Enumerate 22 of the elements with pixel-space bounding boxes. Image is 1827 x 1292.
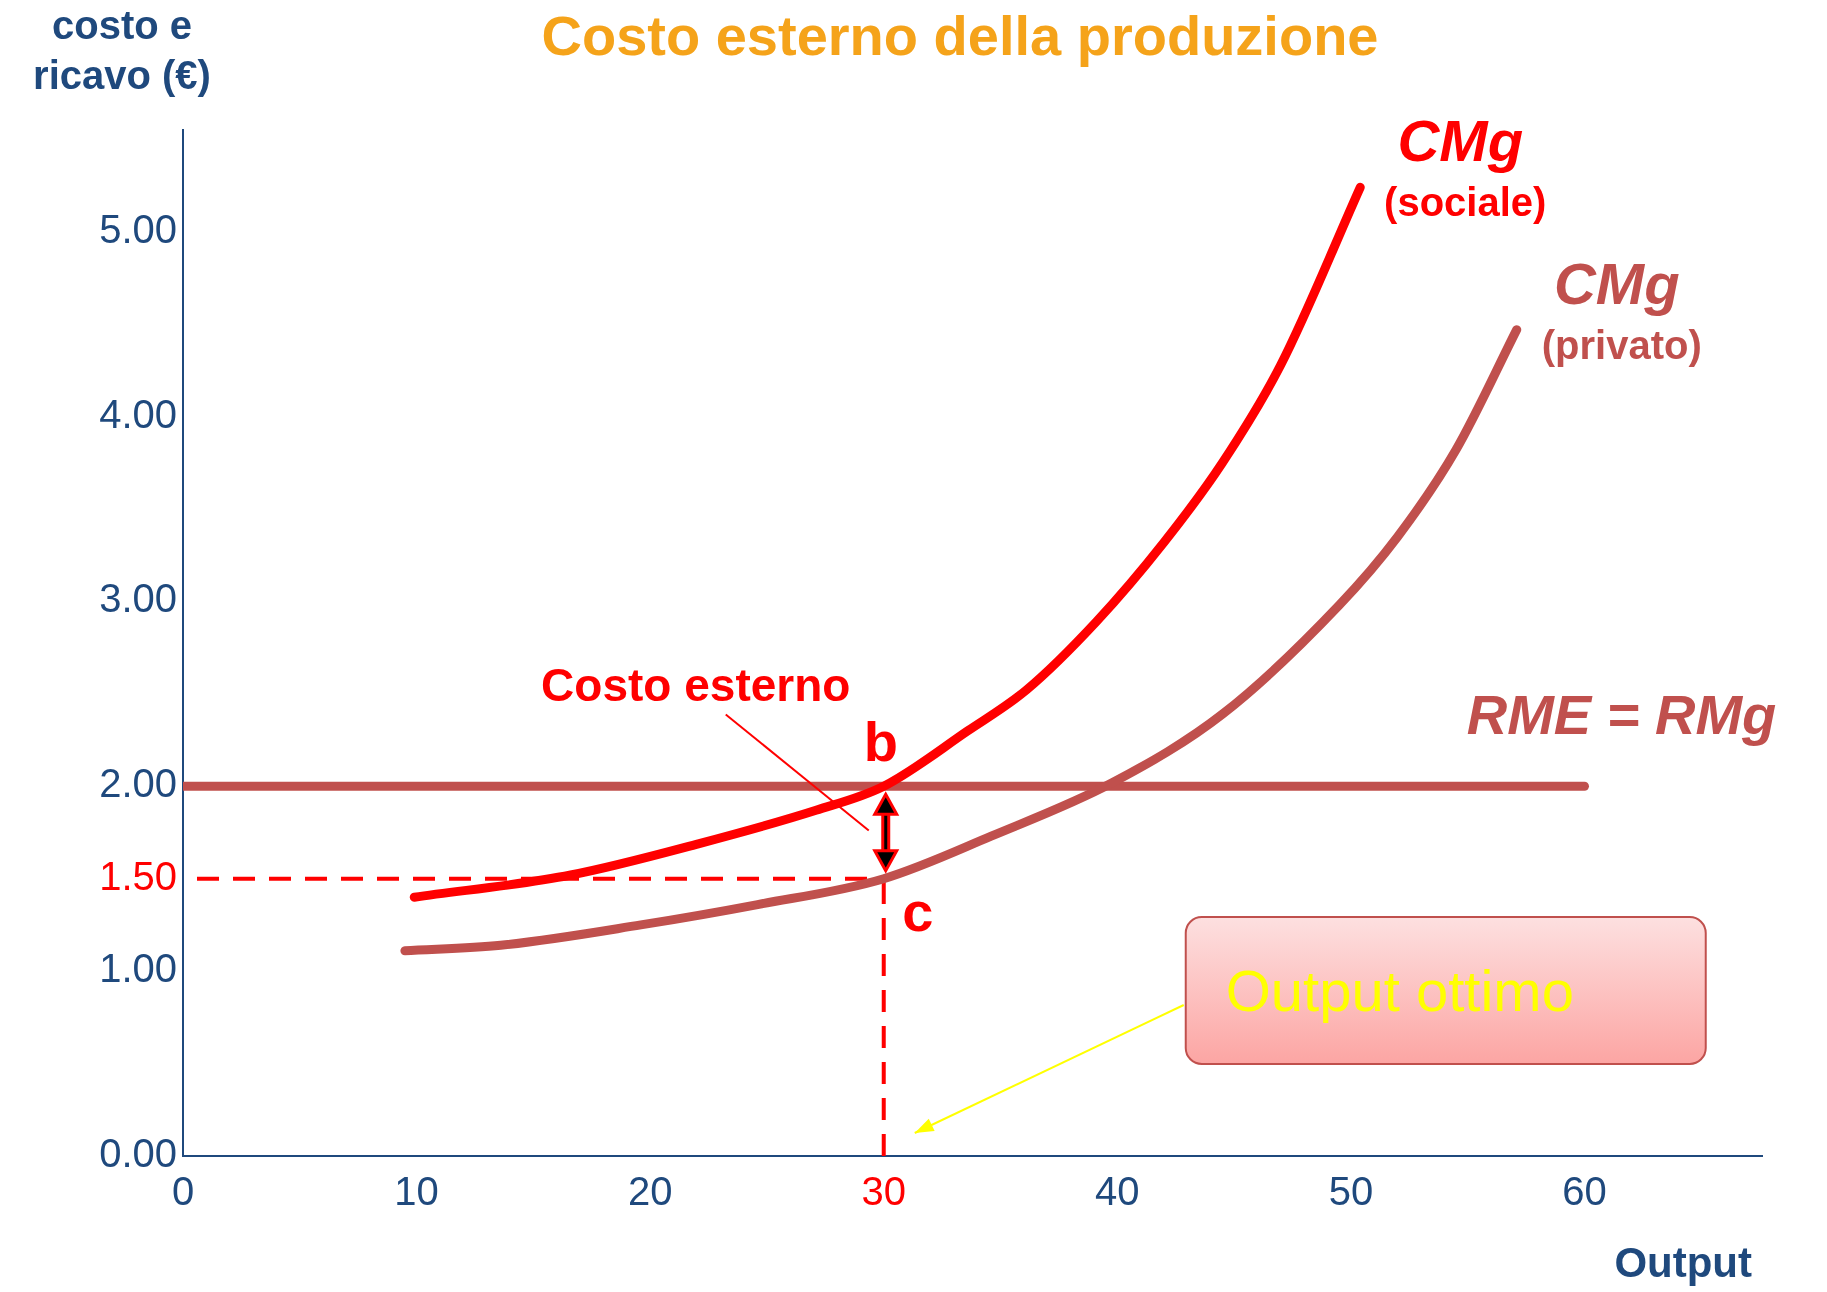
x-axis-title: Output [1614, 1238, 1753, 1286]
series-label: CMg (sociale) [1384, 108, 1547, 225]
annotation: Costo esterno [541, 659, 851, 712]
x-tick-label: 30 [861, 1169, 906, 1214]
y-tick-label: 3.00 [99, 576, 177, 621]
x-tick-label: 60 [1562, 1169, 1607, 1214]
y-tick-label: 1.00 [99, 946, 177, 991]
x-tick-label: 10 [394, 1169, 439, 1214]
x-tick-label: 40 [1095, 1169, 1140, 1214]
series-label: RME = RMg [1466, 682, 1777, 746]
annotation: b [863, 709, 898, 773]
annotation: c [902, 880, 934, 944]
y-tick-label: 4.00 [99, 391, 177, 436]
y-tick-label: 5.00 [99, 206, 177, 251]
series-label: CMg (privato) [1541, 250, 1702, 367]
y-tick-label: 2.00 [99, 761, 177, 806]
x-tick-label: 20 [627, 1169, 673, 1214]
x-tick-label: 50 [1328, 1169, 1374, 1214]
y-tick-label: 1.50 [99, 853, 177, 898]
chart-title: Costo esterno della produzione [541, 4, 1379, 68]
y-axis-title: costo e ricavo (€) [33, 3, 211, 98]
annotation: Output ottimo [1225, 958, 1574, 1023]
